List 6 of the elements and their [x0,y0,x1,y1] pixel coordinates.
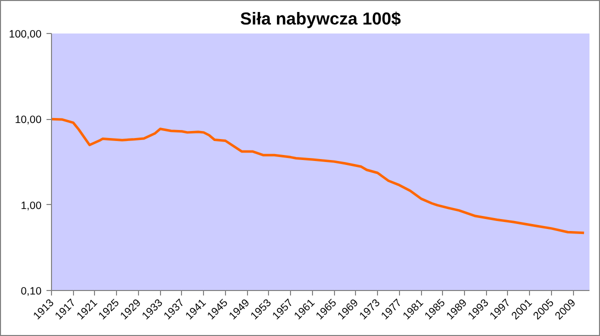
y-tick-label: 10,00 [14,114,42,126]
y-tick-label: 1,00 [20,200,42,212]
line-series [52,118,586,234]
chart-title: Siła nabywcza 100$ [240,8,402,28]
y-tick-label: 100,00 [8,28,42,40]
y-tick-label: 0,10 [20,286,42,298]
